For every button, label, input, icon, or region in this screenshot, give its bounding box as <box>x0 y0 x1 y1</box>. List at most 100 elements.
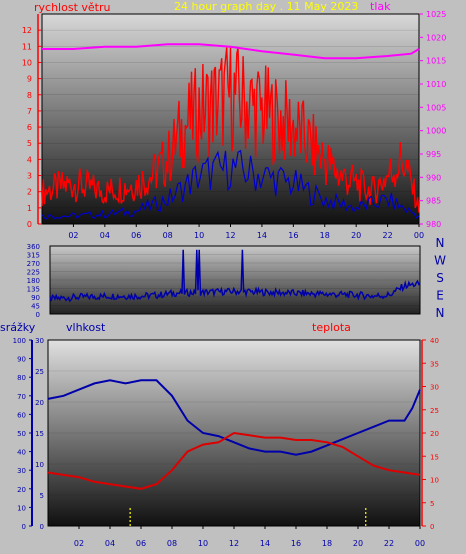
temp-tick-label: 5 <box>430 500 434 508</box>
rain-tick-label: 70 <box>17 393 26 401</box>
humidity-tick-label: 5 <box>40 492 44 500</box>
time-tick-label: 00 <box>414 231 424 240</box>
humidity-ticks: 0 5 10 15 20 25 30 <box>35 337 44 531</box>
wind-tick-label: 10 <box>22 58 32 67</box>
wind-gust-series <box>41 149 420 220</box>
pressure-line <box>42 43 420 60</box>
humidity-label: vlhkost <box>66 321 106 334</box>
temperature-label: teplota <box>312 321 351 334</box>
direction-series <box>49 249 421 303</box>
rain-label: srážky <box>0 321 36 334</box>
rain-tick-label: 90 <box>17 356 26 364</box>
direction-tick-label: 315 <box>27 252 40 260</box>
rain-tick-label: 100 <box>13 337 26 345</box>
time-tick-label: 06 <box>131 231 141 240</box>
direction-line <box>49 249 421 303</box>
wind-tick-label: 4 <box>27 155 32 164</box>
time-tick-label: 04 <box>100 231 110 240</box>
temperature-ticks: 0 5 10 15 20 25 30 35 40 <box>421 337 439 531</box>
time-tick-label: 16 <box>288 231 298 240</box>
pressure-tick-label: 1020 <box>426 33 446 42</box>
temp-tick-label: 20 <box>430 430 439 438</box>
rain-ticks: 0 10 20 30 40 50 60 70 80 90 100 <box>13 337 33 531</box>
humidity-tick-label: 15 <box>35 430 44 438</box>
wind-tick-label: 7 <box>27 107 32 116</box>
direction-grid <box>50 245 420 315</box>
compass-label: N <box>436 236 445 250</box>
direction-tick-label: 360 <box>27 243 40 251</box>
temp-tick-label: 25 <box>430 407 439 415</box>
rain-tick-label: 40 <box>17 449 26 457</box>
time-tick-label: 08 <box>163 231 173 240</box>
time-tick-label: 14 <box>257 231 267 240</box>
pressure-label: tlak <box>370 0 391 13</box>
wind-tick-label: 5 <box>27 139 32 148</box>
pressure-tick-label: 1000 <box>426 127 446 136</box>
rain-series <box>129 507 367 526</box>
humidity-tick-label: 10 <box>35 461 44 469</box>
wind-gust-line <box>41 149 420 220</box>
time-tick-label: 14 <box>260 539 270 548</box>
time-tick-label: 20 <box>353 539 363 548</box>
humidity-tick-label: 20 <box>35 399 44 407</box>
humidity-line <box>47 379 421 456</box>
time-tick-label: 18 <box>322 539 332 548</box>
temp-tick-label: 30 <box>430 384 439 392</box>
humidity-temperature-panel: 0 10 20 30 40 50 60 70 80 90 100 0 5 10 15 20 25 30 0 5 10… <box>13 337 439 548</box>
humidity-tick-label: 30 <box>35 337 44 345</box>
graph-title: 24 hour graph day . 11 May 2023 <box>174 0 358 13</box>
pressure-ticks: 980 985 990 995 1000 1005 1010 1015 1020 1025 <box>419 10 446 229</box>
pressure-tick-label: 1005 <box>426 103 446 112</box>
time-tick-label: 10 <box>194 231 204 240</box>
wind-tick-label: 9 <box>27 75 32 84</box>
direction-tick-label: 90 <box>31 294 40 302</box>
direction-tick-label: 135 <box>27 286 40 294</box>
temp-tick-label: 15 <box>430 453 439 461</box>
wind-tick-label: 8 <box>27 91 32 100</box>
time-tick-label: 20 <box>351 231 361 240</box>
wind-plot-area <box>41 13 420 225</box>
time-tick-label: 02 <box>68 231 78 240</box>
wind-tick-label: 11 <box>22 42 32 51</box>
wind-tick-label: 1 <box>27 204 32 213</box>
direction-tick-label: 0 <box>36 311 40 319</box>
direction-plot-area <box>49 245 421 315</box>
rain-tick-label: 30 <box>17 467 26 475</box>
pressure-tick-label: 995 <box>426 150 441 159</box>
time-tick-label: 18 <box>320 231 330 240</box>
time-tick-label: 04 <box>105 539 115 548</box>
rain-tick-label: 50 <box>17 430 26 438</box>
direction-tick-label: 45 <box>31 303 40 311</box>
compass-label: N <box>436 306 445 320</box>
compass-label: W <box>434 254 446 268</box>
temp-tick-label: 35 <box>430 360 439 368</box>
temp-tick-label: 40 <box>430 337 439 345</box>
rain-tick-label: 80 <box>17 374 26 382</box>
time-tick-label: 06 <box>136 539 146 548</box>
time-tick-label: 00 <box>415 539 425 548</box>
time-tick-label: 22 <box>384 539 394 548</box>
wind-tick-label: 12 <box>22 26 32 35</box>
time-tick-label: 22 <box>382 231 392 240</box>
pressure-tick-label: 980 <box>426 220 441 229</box>
rain-tick-label: 20 <box>17 486 26 494</box>
direction-tick-label: 180 <box>27 277 40 285</box>
compass-label: E <box>436 289 444 303</box>
humidity-time-ticks: 02 04 06 08 10 12 14 16 18 20 22 00 <box>74 526 425 548</box>
time-tick-label: 16 <box>291 539 301 548</box>
rain-tick-label: 60 <box>17 411 26 419</box>
wind-tick-label: 6 <box>27 123 32 132</box>
direction-tick-label: 270 <box>27 260 40 268</box>
rain-tick-label: 10 <box>17 504 26 512</box>
humidity-tick-label: 0 <box>40 523 44 531</box>
wind-tick-label: 0 <box>27 220 32 229</box>
humidity-tick-label: 25 <box>35 368 44 376</box>
wind-tick-label: 3 <box>27 172 32 181</box>
time-tick-label: 08 <box>167 539 177 548</box>
